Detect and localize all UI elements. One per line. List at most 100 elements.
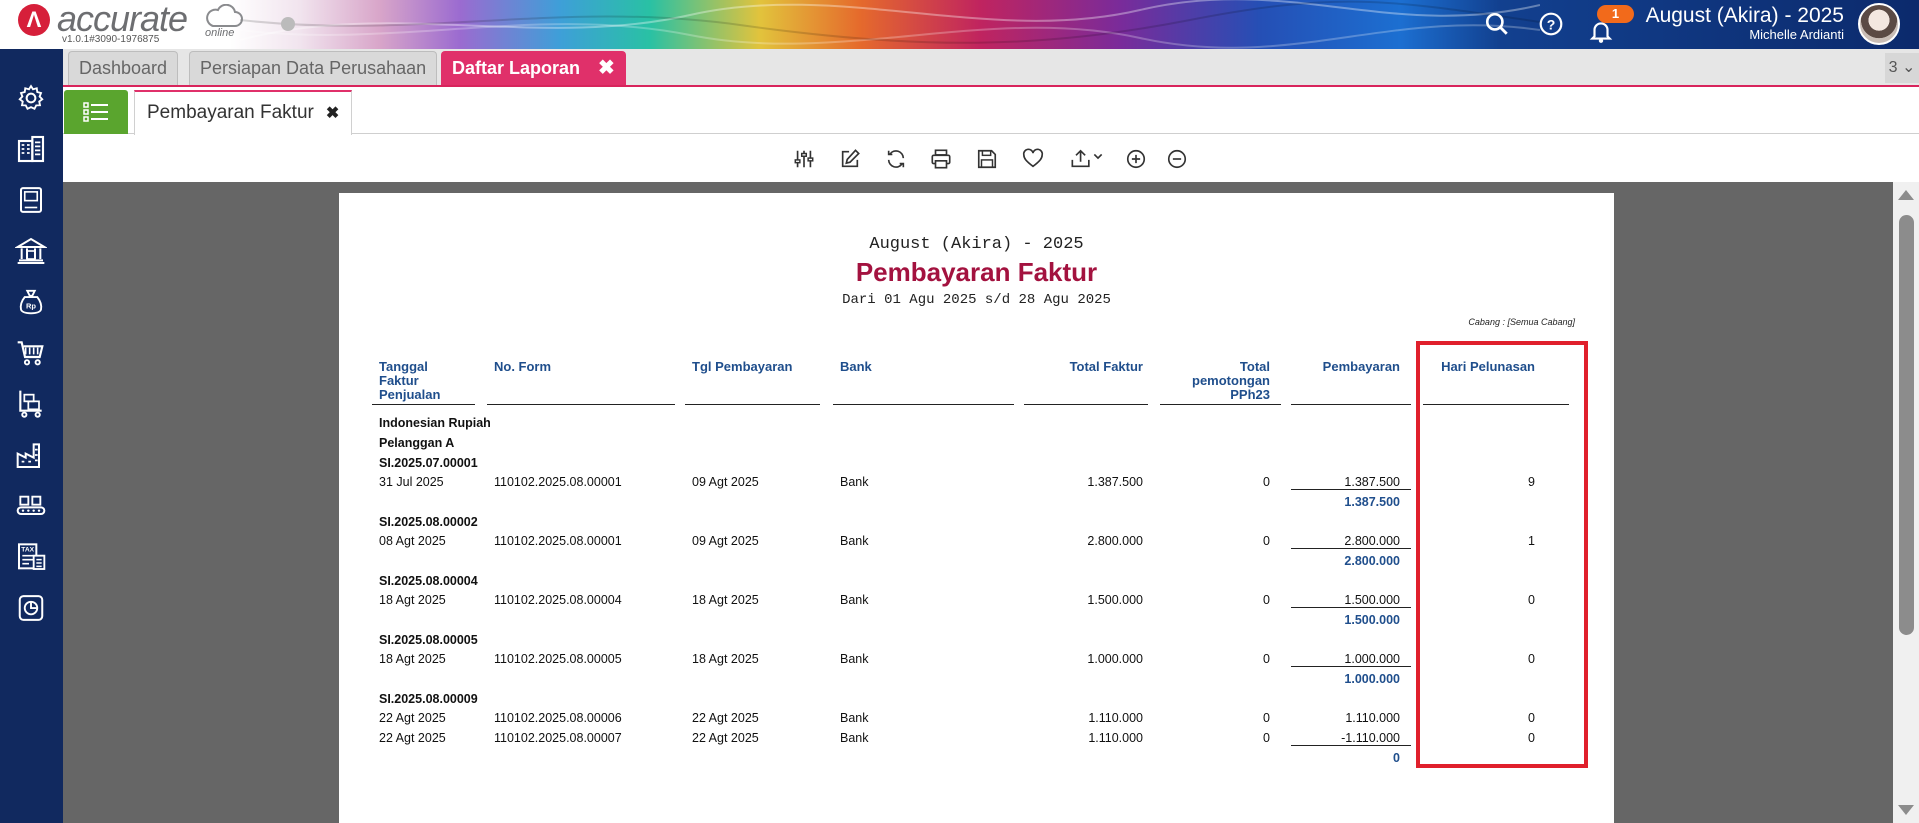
edit-icon[interactable] [838,147,862,171]
invoice-number[interactable]: SI.2025.08.00005 [379,633,478,647]
tab-dashboard[interactable]: Dashboard [68,51,179,85]
tab-label: Daftar Laporan [452,58,581,78]
header-underline [833,404,1014,405]
subtotal-line [1291,745,1411,746]
invoice-number[interactable]: SI.2025.08.00004 [379,574,478,588]
col-header-hari-pelunasan: Hari Pelunasan [1441,359,1535,374]
trolley-icon[interactable] [14,387,48,421]
header-underline [1423,404,1569,405]
cell-tanggal: 22 Agt 2025 [379,711,446,725]
subtotal-pembayaran: 1.500.000 [1344,613,1400,627]
cell-bank: Bank [840,731,869,745]
cell-pembayaran: 1.000.000 [1344,652,1400,666]
tab-daftar-laporan[interactable]: Daftar Laporan ✖ [441,51,626,85]
print-icon[interactable] [929,147,953,171]
header-wave-decoration [240,0,1540,49]
invoice-number[interactable]: SI.2025.07.00001 [379,456,478,470]
report-icon[interactable] [14,591,48,625]
cell-no-form: 110102.2025.08.00001 [494,534,622,548]
help-icon[interactable]: ? [1538,11,1564,37]
cell-no-form: 110102.2025.08.00006 [494,711,622,725]
search-icon[interactable] [1484,11,1510,37]
col-header-pph23: Total pemotongan PPh23 [1159,360,1270,402]
header-underline [1160,404,1281,405]
refresh-icon[interactable] [884,147,908,171]
building-icon[interactable] [14,132,48,166]
subtotal-line [1291,607,1411,608]
invoice-number[interactable]: SI.2025.08.00009 [379,692,478,706]
tab-pembayaran-faktur[interactable]: Pembayaran Faktur ✖ [134,90,353,135]
subtotal-pembayaran: 1.387.500 [1344,495,1400,509]
subtotal-line [1291,548,1411,549]
book-icon[interactable] [14,183,48,217]
cell-total-faktur: 1.000.000 [1087,652,1143,666]
col-header-tgl-pembayaran: Tgl Pembayaran [692,359,793,374]
filter-icon[interactable] [792,147,816,171]
col-header-line: Tanggal [379,359,428,374]
close-icon[interactable]: ✖ [325,105,340,122]
cell-pph23: 0 [1263,652,1270,666]
cell-pph23: 0 [1263,593,1270,607]
module-tab-bar: Dashboard Persiapan Data Perusahaan Daft… [63,49,1919,87]
cell-hari-pelunasan: 0 [1528,652,1535,666]
report-title: Pembayaran Faktur [855,257,1098,287]
scroll-up-icon[interactable] [1898,190,1914,200]
cell-pembayaran: 1.387.500 [1344,475,1400,489]
vertical-scrollbar[interactable] [1893,182,1919,823]
customer-label: Pelanggan A [379,436,455,450]
cell-pembayaran: -1.110.000 [1341,731,1400,745]
bell-icon[interactable] [1588,18,1614,44]
cell-hari-pelunasan: 0 [1528,731,1535,745]
avatar[interactable] [1858,3,1900,45]
tab-persiapan-data[interactable]: Persiapan Data Perusahaan [189,51,438,85]
subtotal-pembayaran: 0 [1393,751,1400,765]
zoom-in-icon[interactable] [1124,147,1148,171]
brand-suffix: online [205,27,235,39]
gear-icon[interactable] [14,81,48,115]
invoice-number[interactable]: SI.2025.08.00002 [379,515,478,529]
conveyor-icon[interactable] [14,489,48,523]
scroll-thumb[interactable] [1899,215,1914,635]
favorite-icon[interactable] [1021,147,1045,171]
col-header-bank: Bank [840,359,872,374]
subtotal-pembayaran: 2.800.000 [1344,554,1400,568]
tab-label: Dashboard [79,58,168,78]
save-icon[interactable] [975,147,999,171]
accurate-logo-icon[interactable]: Λ [18,4,50,36]
report-list-menu-button[interactable] [64,90,128,134]
report-toolbar [63,135,1919,182]
factory-icon[interactable] [14,438,48,472]
cell-tgl-pembayaran: 22 Agt 2025 [692,731,759,745]
close-icon[interactable]: ✖ [598,57,615,79]
header-underline [685,404,820,405]
col-header-pembayaran: Pembayaran [1322,359,1400,374]
cell-no-form: 110102.2025.08.00001 [494,475,622,489]
col-header-tanggal: Tanggal Faktur Penjualan [379,360,440,402]
cell-tgl-pembayaran: 09 Agt 2025 [692,534,759,548]
notification-badge[interactable]: 1 [1597,5,1634,23]
subtotal-pembayaran: 1.000.000 [1344,672,1400,686]
export-icon[interactable] [1067,147,1107,171]
scroll-down-icon[interactable] [1898,805,1914,815]
subtab-label: Pembayaran Faktur [147,102,314,123]
cell-bank: Bank [840,475,869,489]
tab-count-dropdown[interactable]: 3 ⌄ [1885,53,1919,83]
zoom-out-icon[interactable] [1165,147,1189,171]
list-icon [83,102,108,122]
bank-icon[interactable] [14,234,48,268]
cart-icon[interactable] [14,336,48,370]
cell-hari-pelunasan: 0 [1528,593,1535,607]
cell-pembayaran: 1.110.000 [1345,711,1400,725]
header-underline [372,404,475,405]
cell-tgl-pembayaran: 22 Agt 2025 [692,711,759,725]
cell-total-faktur: 1.500.000 [1087,593,1143,607]
cell-hari-pelunasan: 1 [1528,534,1535,548]
money-bag-icon[interactable]: Rp [14,285,48,319]
cell-pembayaran: 1.500.000 [1344,593,1400,607]
company-name[interactable]: August (Akira) - 2025 [1645,4,1844,27]
user-name[interactable]: Michelle Ardianti [1749,27,1844,42]
tax-icon[interactable]: TAX [14,540,48,574]
cell-tgl-pembayaran: 18 Agt 2025 [692,652,759,666]
currency-label: Indonesian Rupiah [379,416,491,430]
cell-tgl-pembayaran: 18 Agt 2025 [692,593,759,607]
